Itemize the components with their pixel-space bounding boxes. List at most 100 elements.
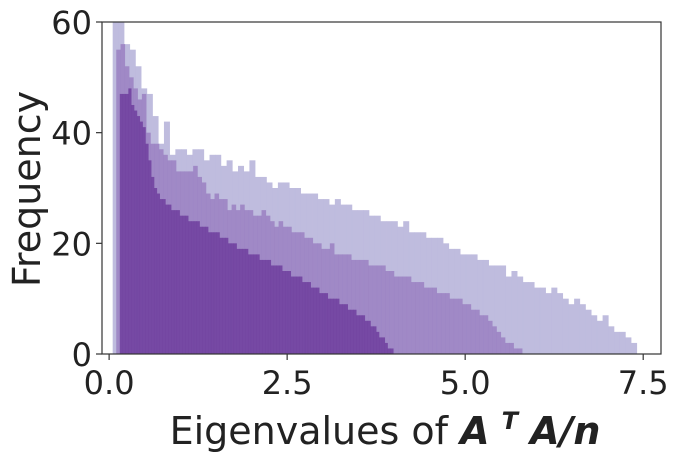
histogram-bar <box>482 259 489 354</box>
histogram-bar <box>219 237 223 354</box>
histogram-bar <box>188 221 192 354</box>
histogram-bar <box>364 320 368 354</box>
histogram-bar <box>359 259 365 354</box>
histogram-bar <box>265 259 269 354</box>
histogram-bar <box>492 326 497 354</box>
histogram-bar <box>585 309 592 354</box>
histogram-bar <box>225 237 229 354</box>
histogram-bar <box>282 271 286 354</box>
histogram-bar <box>522 282 529 354</box>
histogram-bar <box>574 298 581 354</box>
histogram-bar <box>528 282 535 354</box>
histogram-bar <box>131 105 135 354</box>
histogram-bar <box>608 326 615 354</box>
histogram-bar <box>134 110 138 354</box>
histogram-bar <box>193 221 198 354</box>
histogram-bar <box>505 276 512 354</box>
x-axis-label-math-rest: A/n <box>527 409 600 453</box>
histogram-bar <box>319 293 323 354</box>
histogram-bar <box>322 293 326 354</box>
histogram-bar <box>389 271 395 354</box>
histogram-bar <box>458 298 463 354</box>
histogram-bar <box>534 287 541 354</box>
histogram-bar <box>379 337 383 354</box>
y-axis-label: Frequency <box>5 91 49 287</box>
histogram-bar <box>273 265 277 354</box>
histogram-bar <box>208 232 212 354</box>
x-axis-label-math-sup: T <box>502 407 520 435</box>
histogram-bar <box>350 309 354 354</box>
histogram-bar <box>445 293 450 354</box>
x-tick-label: 7.5 <box>618 364 669 402</box>
histogram-bar <box>496 331 502 354</box>
histogram-bar <box>505 342 510 354</box>
histogram-bar <box>136 116 141 354</box>
histogram-bar <box>247 254 252 354</box>
histogram-bar <box>242 248 246 354</box>
histogram-bar <box>304 282 309 354</box>
histogram-bar <box>202 226 206 354</box>
histogram-bar <box>346 254 352 354</box>
histogram-bar <box>128 88 132 355</box>
histogram-bar <box>381 337 386 354</box>
axis-ticks: 0.0 2.5 5.0 7.5 0 20 40 60 <box>51 4 668 402</box>
histogram-bar <box>619 331 626 354</box>
histogram-bar <box>591 315 598 354</box>
histogram-bar <box>368 265 373 354</box>
plot-frame <box>101 21 662 355</box>
y-tick-label: 40 <box>51 115 92 153</box>
histogram-bar <box>411 282 416 354</box>
histogram-bar <box>151 176 155 354</box>
histogram-bar <box>487 320 493 354</box>
histogram-bar <box>393 276 399 354</box>
histogram-bar <box>142 127 146 354</box>
x-axis-label-math-a: A <box>457 409 489 453</box>
histogram-bar <box>210 232 215 354</box>
histogram-bar <box>351 259 356 354</box>
histogram-bar <box>419 282 425 354</box>
histogram-bar <box>119 93 123 355</box>
histogram-bar <box>213 232 217 354</box>
histogram-bar <box>381 265 386 354</box>
histogram-bar <box>122 93 126 355</box>
histogram-bar <box>347 309 351 354</box>
histogram-bar <box>156 193 160 354</box>
histogram-bar <box>355 259 361 354</box>
histogram-bar <box>341 304 346 354</box>
histogram-bar <box>290 276 294 354</box>
x-axis-label: Eigenvalues of A T A/n <box>170 394 601 453</box>
histogram-bar <box>477 259 484 354</box>
histogram-bar <box>432 287 437 354</box>
histogram-bar <box>470 309 476 354</box>
y-tick-label: 60 <box>51 4 92 42</box>
histogram-bar <box>253 254 257 354</box>
histogram-bar <box>250 254 254 354</box>
histogram-bar <box>302 282 306 354</box>
histogram-bar <box>344 304 348 354</box>
histogram-bar <box>168 204 172 354</box>
histogram-bar <box>562 298 569 354</box>
histogram-bar <box>436 293 442 354</box>
x-axis-label-text: Eigenvalues of <box>170 409 461 453</box>
histogram-bar <box>406 276 412 354</box>
histogram-bars <box>112 22 638 355</box>
histogram-bar <box>299 276 303 354</box>
histogram-bar <box>276 265 280 354</box>
histogram-bar <box>145 143 149 354</box>
histogram-bar <box>327 298 331 354</box>
histogram-bar <box>259 259 263 354</box>
histogram-bar <box>466 304 472 354</box>
histogram-bar <box>500 265 507 354</box>
histogram-bar <box>296 276 300 354</box>
histogram-bar <box>236 248 240 354</box>
histogram-bar <box>333 298 337 354</box>
histogram-bar <box>222 237 226 354</box>
histogram-bar <box>517 348 523 354</box>
histogram-bar <box>191 221 195 354</box>
histogram-bar <box>171 210 175 354</box>
histogram-bar <box>579 304 586 354</box>
y-tick-label: 0 <box>72 336 92 374</box>
histogram-bar <box>551 287 558 354</box>
